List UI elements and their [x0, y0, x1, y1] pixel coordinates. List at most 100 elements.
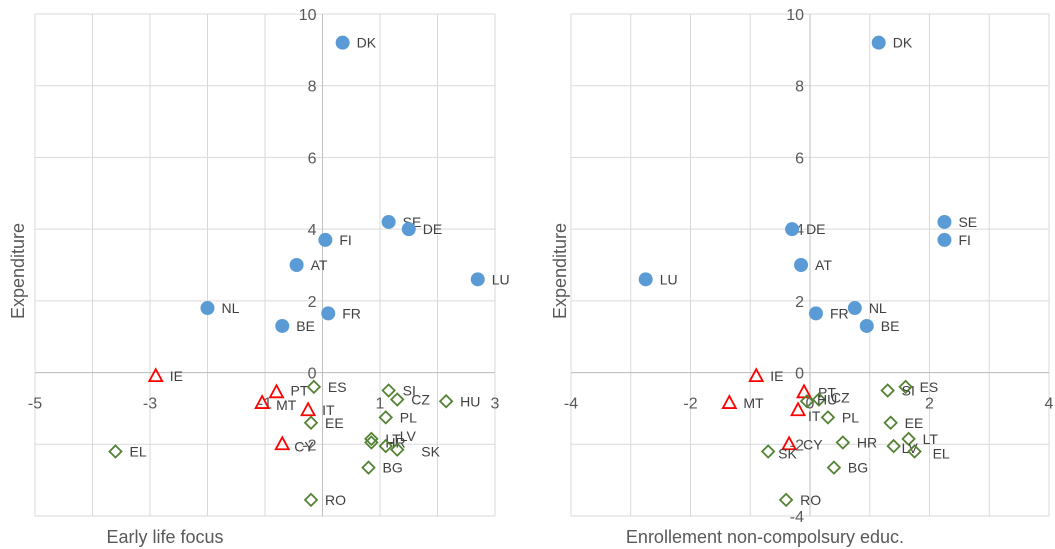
point-el	[907, 444, 922, 459]
data-label-it: IT	[322, 402, 335, 418]
data-label-lt: LT	[923, 431, 939, 447]
y-tick-label: 6	[308, 150, 317, 167]
point-es	[306, 379, 322, 395]
data-label-si: SI	[403, 383, 416, 399]
data-label-de: DE	[423, 221, 442, 237]
data-label-nl: NL	[869, 300, 887, 316]
point-lu	[470, 272, 485, 287]
data-label-es: ES	[920, 379, 939, 395]
data-label-at: AT	[815, 257, 832, 273]
point-cz	[811, 392, 827, 407]
data-label-fr: FR	[830, 305, 849, 321]
data-label-ee: EE	[325, 415, 344, 431]
x-tick-label: -2	[683, 396, 697, 413]
y-tick-label: 8	[308, 79, 317, 96]
point-pt	[796, 383, 813, 399]
data-label-lu: LU	[492, 271, 510, 287]
point-de	[401, 222, 416, 237]
point-lv	[378, 438, 394, 454]
data-label-fr: FR	[342, 305, 361, 321]
data-label-cy: CY	[294, 438, 314, 454]
point-be	[275, 318, 290, 333]
data-label-be: BE	[881, 318, 900, 334]
point-ee	[303, 415, 319, 431]
y-tick-label: -4	[790, 509, 804, 526]
data-label-de: DE	[806, 221, 825, 237]
point-el	[108, 444, 123, 459]
data-label-hr: HR	[857, 434, 877, 450]
data-label-lu: LU	[660, 271, 678, 287]
point-dk	[871, 35, 886, 50]
point-it	[300, 401, 317, 417]
point-mt	[721, 394, 738, 409]
x-tick-label: -5	[28, 396, 42, 413]
data-label-sk: SK	[778, 445, 797, 461]
data-label-ro: RO	[800, 492, 821, 508]
point-nl	[847, 301, 862, 316]
data-label-cy: CY	[803, 436, 823, 452]
data-label-el: EL	[933, 445, 950, 461]
point-dk	[335, 35, 350, 50]
data-label-bg: BG	[383, 460, 403, 476]
data-label-se: SE	[958, 214, 977, 230]
x-axis-title: Early life focus	[106, 527, 223, 547]
data-label-pt: PT	[291, 382, 309, 398]
y-tick-label: 6	[795, 150, 804, 167]
data-label-es: ES	[328, 379, 347, 395]
point-hr	[364, 435, 379, 450]
point-cy	[781, 435, 798, 451]
data-label-el: EL	[130, 443, 147, 459]
point-pl	[378, 410, 394, 425]
y-axis-title: Expenditure	[550, 223, 570, 319]
data-label-fi: FI	[339, 232, 351, 248]
point-be	[859, 318, 874, 333]
data-label-nl: NL	[222, 300, 240, 316]
data-label-dk: DK	[893, 35, 913, 51]
point-si	[381, 383, 396, 398]
point-lt	[364, 431, 379, 447]
data-label-hu: HU	[817, 391, 837, 407]
data-label-ee: EE	[905, 415, 924, 431]
y-tick-label: 0	[795, 366, 804, 383]
data-label-pl: PL	[400, 409, 417, 425]
data-label-bg: BG	[848, 460, 868, 476]
data-label-sk: SK	[421, 444, 440, 460]
data-label-lv: LV	[902, 440, 919, 456]
x-tick-label: -4	[564, 396, 578, 413]
y-tick-label: 0	[308, 366, 317, 383]
x-tick-label: -3	[143, 396, 157, 413]
point-lt	[901, 431, 916, 447]
data-label-ie: IE	[170, 368, 183, 384]
y-tick-label: 8	[795, 79, 804, 96]
point-pt	[268, 383, 285, 399]
point-pl	[820, 410, 836, 425]
point-hr	[835, 435, 851, 450]
y-tick-label: 10	[786, 7, 804, 24]
x-axis-title: Enrollement non-compolsury educ.	[626, 527, 904, 547]
point-nl	[200, 301, 215, 316]
data-label-fi: FI	[958, 232, 970, 248]
point-at	[794, 258, 809, 272]
data-label-pl: PL	[842, 409, 859, 425]
data-label-si: SI	[902, 383, 915, 399]
point-hu	[438, 393, 454, 409]
data-label-dk: DK	[357, 35, 377, 51]
point-at	[289, 258, 304, 272]
point-cy	[274, 435, 291, 451]
x-tick-label: 1	[376, 396, 385, 413]
y-tick-label: 2	[795, 294, 804, 311]
point-ee	[883, 415, 898, 431]
data-label-lv: LV	[400, 428, 417, 444]
data-label-be: BE	[296, 318, 315, 334]
y-tick-label: 4	[308, 222, 317, 239]
point-lu	[638, 272, 653, 287]
point-se	[381, 214, 396, 229]
point-de	[785, 222, 800, 237]
data-label-mt: MT	[743, 395, 764, 411]
point-hu	[799, 393, 815, 409]
y-tick-label: 10	[299, 7, 317, 24]
data-label-ie: IE	[770, 368, 783, 384]
point-se	[937, 214, 952, 229]
